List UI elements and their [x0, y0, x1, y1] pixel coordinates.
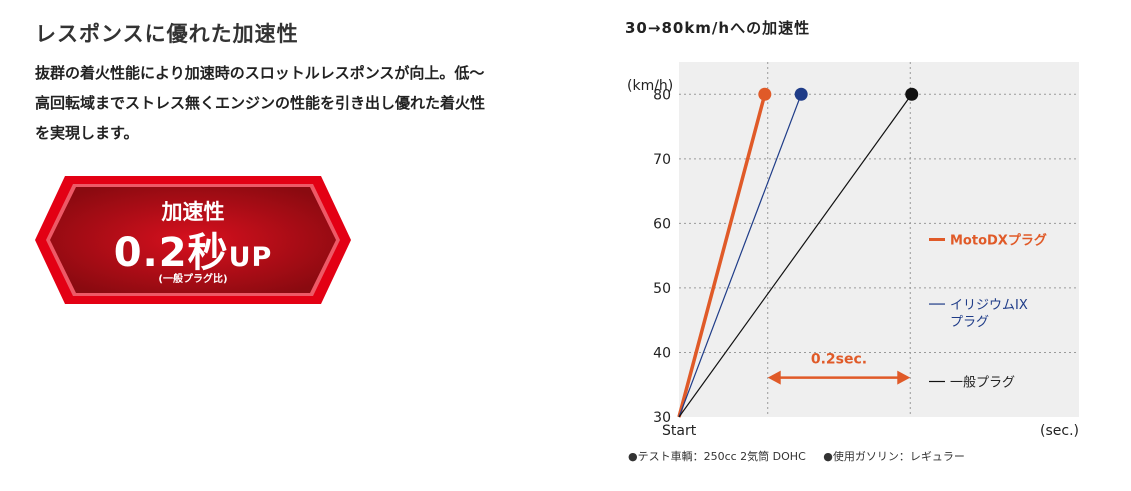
annotation-arrow-head-left — [767, 370, 781, 385]
series-end-marker-0 — [758, 87, 772, 101]
footnotes: ●テスト車輌：250cc 2気筒 DOHC ●使用ガソリン：レギュラー — [628, 448, 979, 464]
acceleration-badge: 加速性 0.2秒UP (一般プラグ比) — [35, 176, 351, 304]
y-axis-unit-label: (km/h) — [627, 78, 673, 94]
series-line-1 — [678, 94, 802, 418]
series-line-0 — [677, 93, 767, 418]
annotation-arrow-head-right — [897, 370, 911, 385]
y-tick-label: 60 — [653, 216, 671, 232]
legend-label-1: イリジウムIX — [950, 298, 1028, 313]
x-axis-start-label: Start — [662, 423, 697, 439]
x-axis-unit-label: (sec.) — [1040, 423, 1079, 439]
series-line-2 — [678, 93, 913, 418]
acceleration-chart: 30 40 50 60 70 80(km/h) Start (sec.) 0.2sec. Moto… — [627, 62, 1079, 439]
badge-note: (一般プラグ比) — [158, 274, 228, 285]
y-tick-label: 30 — [653, 410, 671, 426]
description-line: を実現します。 — [35, 124, 139, 142]
badge-hexagon-shape — [35, 176, 351, 304]
y-tick-label: 80 — [653, 87, 671, 103]
legend-label-2: 一般プラグ — [950, 375, 1015, 391]
footnote-fuel: ●使用ガソリン：レギュラー — [823, 450, 965, 463]
description-line: 高回転域までストレス無くエンジンの性能を引き出し優れた着火性 — [35, 94, 486, 112]
annotation-label: 0.2sec. — [811, 352, 867, 368]
series-end-marker-1 — [794, 87, 808, 101]
badge-value: 0.2秒UP — [35, 220, 351, 278]
badge-label: 加速性 — [161, 200, 225, 224]
y-tick-label: 50 — [653, 281, 671, 297]
badge-value-unit: UP — [228, 242, 273, 273]
series-end-marker-2 — [905, 87, 919, 101]
legend-label-1: プラグ — [950, 315, 989, 330]
description: 抜群の着火性能により加速時のスロットルレスポンスが向上。低〜 高回転域までストレ… — [35, 58, 595, 148]
chart-title: 30→80km/hへの加速性 — [625, 19, 811, 37]
badge-value-number: 0.2秒 — [113, 230, 229, 276]
footnote-vehicle: ●テスト車輌：250cc 2気筒 DOHC — [628, 450, 806, 463]
description-line: 抜群の着火性能により加速時のスロットルレスポンスが向上。低〜 — [35, 64, 485, 82]
y-tick-label: 70 — [653, 152, 671, 168]
section-heading: レスポンスに優れた加速性 — [35, 22, 299, 46]
legend-label-0: MotoDXプラグ — [950, 233, 1047, 249]
y-tick-label: 40 — [653, 345, 671, 361]
